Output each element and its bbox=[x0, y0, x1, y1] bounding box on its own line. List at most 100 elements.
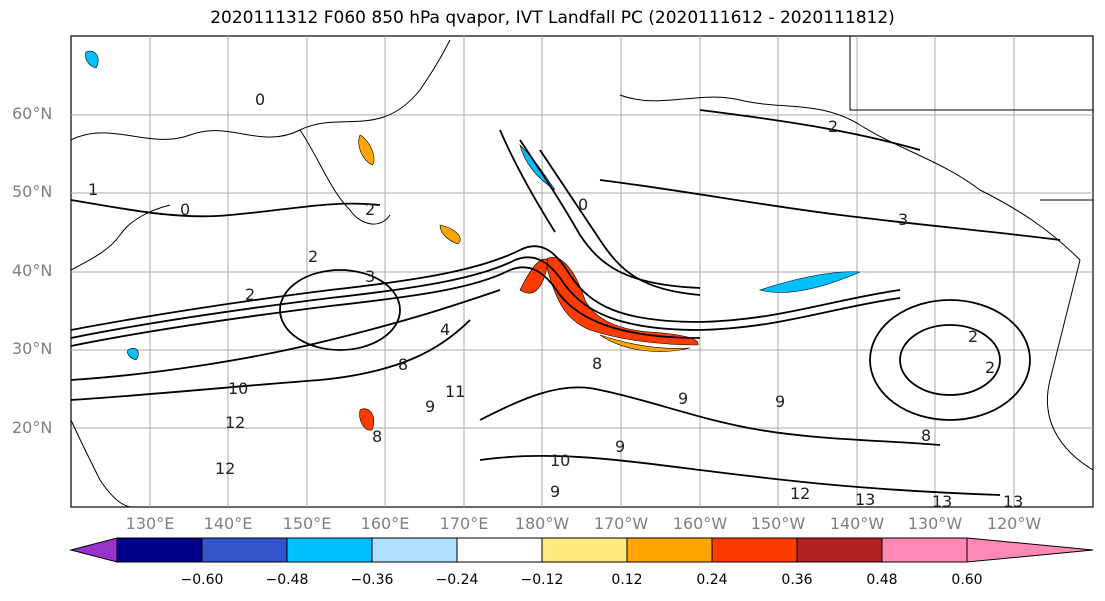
contour-high-east-inner bbox=[899, 324, 1001, 396]
colorbar-segment bbox=[711, 537, 798, 563]
contour-2-north bbox=[699, 109, 921, 151]
contour-label: 8 bbox=[921, 426, 931, 445]
japan-coast bbox=[70, 204, 171, 271]
colorbar-extend-low bbox=[69, 537, 118, 563]
lon-label: 120°W bbox=[986, 514, 1042, 533]
kamchatka-coast bbox=[299, 129, 391, 225]
contour-north-1 bbox=[70, 199, 381, 218]
contour-label: 10 bbox=[228, 379, 248, 398]
colorbar-tick-label: −0.48 bbox=[265, 572, 309, 588]
contour-label: 13 bbox=[855, 490, 875, 509]
lon-label: 140°W bbox=[829, 514, 885, 533]
positive-anomaly-small bbox=[359, 408, 375, 431]
negative-anomaly-nw bbox=[85, 50, 99, 69]
contour-trough-1 bbox=[539, 149, 701, 296]
colorbar-segment bbox=[796, 537, 883, 563]
contour-label: 9 bbox=[425, 397, 435, 416]
positive-anomaly-core bbox=[544, 257, 699, 346]
contour-trough-2 bbox=[519, 139, 701, 289]
lat-label: 20°N bbox=[12, 418, 53, 437]
contour-label: 3 bbox=[365, 267, 375, 286]
contour-label: 9 bbox=[615, 437, 625, 456]
contour-label: 2 bbox=[365, 200, 375, 219]
lon-label: 150°E bbox=[282, 514, 332, 533]
contour-label: 2 bbox=[245, 285, 255, 304]
colorbar-segment bbox=[116, 537, 203, 563]
contour-label: 0 bbox=[255, 90, 265, 109]
colorbar-segment bbox=[286, 537, 373, 563]
negative-anomaly-northeast bbox=[758, 271, 861, 293]
lon-label: 180°W bbox=[514, 514, 570, 533]
positive-anomaly-fringe bbox=[599, 334, 691, 352]
colorbar-segment bbox=[541, 537, 628, 563]
contour-label: 4 bbox=[440, 320, 450, 339]
contour-13-south bbox=[479, 454, 1001, 496]
colorbar-tick-label: 0.36 bbox=[781, 572, 813, 588]
colorbar-tick-label: −0.36 bbox=[350, 572, 394, 588]
contour-jet-1 bbox=[70, 245, 901, 331]
lon-label: 170°E bbox=[439, 514, 489, 533]
contour-label: 2 bbox=[985, 358, 995, 377]
colorbar-segment bbox=[371, 537, 458, 563]
contour-label: 9 bbox=[550, 482, 560, 501]
contour-label: 0 bbox=[180, 200, 190, 219]
colorbar bbox=[69, 537, 1094, 563]
philippines-coast bbox=[70, 419, 131, 508]
colorbar-segment bbox=[456, 537, 543, 563]
lat-label: 40°N bbox=[12, 261, 53, 280]
contour-label: 9 bbox=[678, 389, 688, 408]
lat-label: 30°N bbox=[12, 339, 53, 358]
contour-label: 1 bbox=[88, 180, 98, 199]
contour-label: 12 bbox=[215, 459, 235, 478]
colorbar-tick-label: −0.12 bbox=[520, 572, 564, 588]
contour-high-west bbox=[279, 269, 401, 351]
west-coast-na bbox=[1046, 259, 1094, 471]
lon-label: 130°E bbox=[125, 514, 175, 533]
colorbar-segment bbox=[626, 537, 713, 563]
contour-label: 8 bbox=[398, 355, 408, 374]
contour-label: 13 bbox=[932, 492, 952, 511]
contour-label: 3 bbox=[898, 210, 908, 229]
lat-label: 60°N bbox=[12, 104, 53, 123]
contour-jet-2 bbox=[70, 256, 901, 339]
contour-label: 12 bbox=[790, 484, 810, 503]
colorbar-segment bbox=[881, 537, 968, 563]
lon-label: 150°W bbox=[750, 514, 806, 533]
contour-9-south bbox=[479, 386, 941, 446]
positive-anomaly-central bbox=[439, 224, 461, 245]
contour-trough-3 bbox=[499, 129, 556, 233]
lon-label: 170°W bbox=[593, 514, 649, 533]
contour-label: 12 bbox=[225, 413, 245, 432]
colorbar-tick-label: 0.48 bbox=[866, 572, 898, 588]
contour-label: 9 bbox=[775, 392, 785, 411]
colorbar-tick-label: 0.60 bbox=[951, 572, 983, 588]
colorbar-extend-high bbox=[966, 537, 1094, 563]
contour-label: 13 bbox=[1003, 492, 1023, 511]
colorbar-tick-label: 0.12 bbox=[611, 572, 643, 588]
contour-12 bbox=[70, 319, 471, 401]
lon-label: 130°W bbox=[907, 514, 963, 533]
lon-label: 160°W bbox=[672, 514, 728, 533]
contour-label: 0 bbox=[578, 195, 588, 214]
contour-label: 11 bbox=[445, 382, 465, 401]
lon-label: 140°E bbox=[203, 514, 253, 533]
positive-anomaly-west bbox=[519, 258, 549, 294]
figure-title: 2020111312 F060 850 hPa qvapor, IVT Land… bbox=[210, 8, 895, 28]
contour-label: 2 bbox=[308, 247, 318, 266]
contour-3-east bbox=[599, 179, 1061, 241]
contours bbox=[70, 109, 1061, 496]
asia-coast bbox=[70, 39, 451, 141]
lat-label: 50°N bbox=[12, 182, 53, 201]
colorbar-tick-label: −0.60 bbox=[180, 572, 224, 588]
lon-label: 160°E bbox=[360, 514, 410, 533]
contour-label: 10 bbox=[550, 451, 570, 470]
contour-label: 8 bbox=[372, 427, 382, 446]
alaska-coast bbox=[619, 94, 1081, 261]
coastlines bbox=[70, 36, 1094, 508]
contour-jet-3 bbox=[70, 266, 701, 347]
canada-border bbox=[849, 36, 1093, 111]
contour-label: 2 bbox=[968, 327, 978, 346]
contour-label-group: 0 1 2 0 2 3 3 2 2 4 8 10 12 12 12 11 9 8… bbox=[88, 90, 1023, 511]
contour-label: 8 bbox=[592, 354, 602, 373]
